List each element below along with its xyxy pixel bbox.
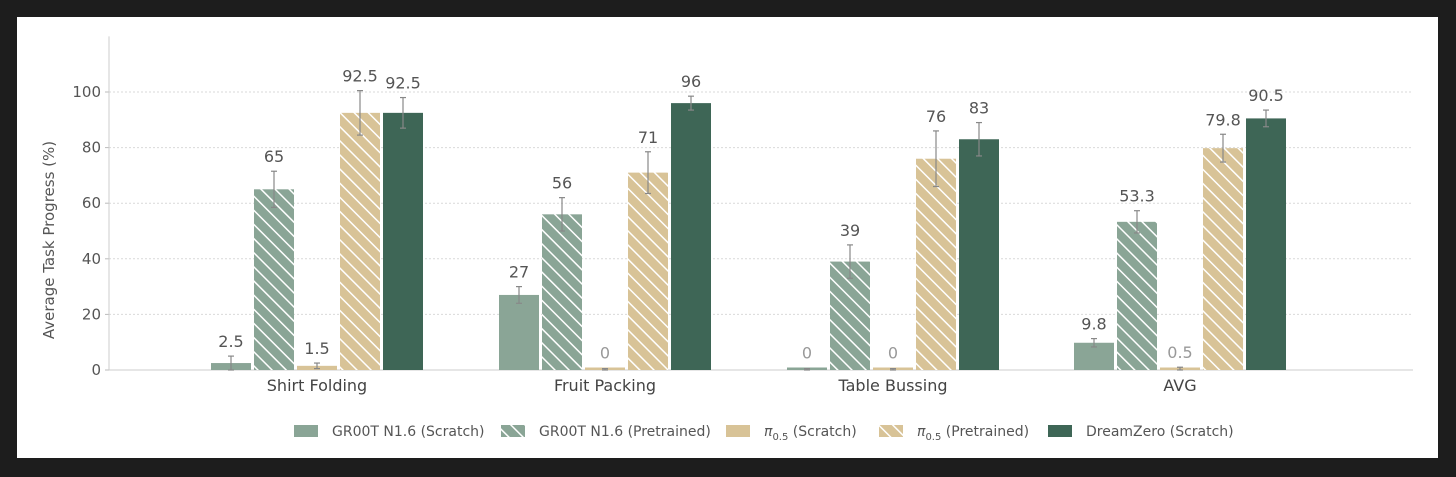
data-label: 1.5 [304,339,329,358]
legend-label: GR00T N1.6 (Pretrained) [539,424,711,440]
data-label: 90.5 [1248,86,1284,105]
legend-label: π0.5 (Scratch) [764,424,857,443]
data-label: 71 [638,128,658,147]
error-bar [559,197,565,232]
legend-item: DreamZero (Scratch) [1048,424,1234,440]
bar [383,112,423,370]
legend-label: π0.5 (Pretrained) [917,424,1029,443]
data-label: 92.5 [385,74,421,93]
error-bar [516,286,522,304]
error-bar [804,368,810,371]
x-category-label: AVG [1163,376,1196,395]
error-bar [890,368,896,371]
x-category-label: Fruit Packing [554,376,656,395]
legend-swatch [501,425,525,437]
bar [1246,118,1286,370]
legend-label: GR00T N1.6 (Scratch) [332,424,484,440]
legend-item: π0.5 (Pretrained) [879,424,1029,443]
bar [542,214,582,370]
error-bar [314,362,320,370]
legend: GR00T N1.6 (Scratch) GR00T N1.6 (Pretrain… [294,424,1234,443]
y-tick-label: 20 [82,305,101,323]
y-tick-label: 0 [91,361,101,379]
legend-swatch [294,425,318,437]
bar [1117,221,1157,370]
error-bar [271,170,277,208]
y-tick-label: 80 [82,139,101,157]
legend-item: GR00T N1.6 (Pretrained) [501,424,711,440]
legend-swatch [1048,425,1072,437]
y-tick-label: 60 [82,194,101,212]
data-label: 56 [552,174,572,193]
data-label: 96 [681,72,701,91]
bar [916,158,956,370]
error-bar [933,130,939,188]
data-label: 2.5 [218,332,243,351]
bars [211,90,1286,371]
error-bar [1134,210,1140,234]
legend-item: GR00T N1.6 (Scratch) [294,424,484,440]
data-label: 9.8 [1081,315,1106,334]
y-tick-label: 100 [72,83,101,101]
data-label: 0 [888,344,898,363]
x-category-label: Table Bussing [838,376,948,395]
error-bar [400,96,406,129]
error-bar [1091,337,1097,348]
error-bar [1177,366,1183,371]
grid-lines [109,91,1413,315]
data-label: 39 [840,221,860,240]
legend-swatch [726,425,750,437]
bar [254,189,294,370]
bar [628,172,668,370]
data-label: 0 [600,344,610,363]
data-label: 76 [926,107,946,126]
grouped-bar-chart: 0 20 40 60 80 100 Average Task Progress (%) Sh… [40,36,1413,443]
legend-label: DreamZero (Scratch) [1086,424,1234,440]
data-label: 65 [264,147,284,166]
error-bar [847,244,853,279]
value-labels: Shirt Folding 2.5 65 1.5 92.5 92.5 Fruit Packi… [218,67,1284,395]
axes: 0 20 40 60 80 100 Average Task Progress (%) [40,36,1413,379]
error-bar [645,151,651,195]
error-bar [602,368,608,371]
error-bar [1220,133,1226,163]
y-axis-title: Average Task Progress (%) [40,141,58,339]
data-label: 0.5 [1167,343,1192,362]
bar [959,139,999,370]
error-bar [357,90,363,136]
error-bar [976,121,982,157]
bar [499,294,539,370]
error-bar [228,355,234,371]
legend-item: π0.5 (Scratch) [726,424,857,443]
y-tick-label: 40 [82,250,101,268]
x-category-label: Shirt Folding [267,376,367,395]
data-label: 79.8 [1205,110,1241,129]
error-bar [1263,109,1269,128]
chart-frame: 0 20 40 60 80 100 Average Task Progress (%) Sh… [17,17,1438,458]
data-label: 53.3 [1119,187,1155,206]
legend-swatch [879,425,903,437]
bar [671,103,711,371]
data-label: 0 [802,344,812,363]
data-label: 27 [509,263,529,282]
error-bar [688,95,694,111]
bar [1203,148,1243,370]
data-label: 83 [969,99,989,118]
data-label: 92.5 [342,67,378,86]
bar [830,261,870,370]
bar [340,112,380,370]
